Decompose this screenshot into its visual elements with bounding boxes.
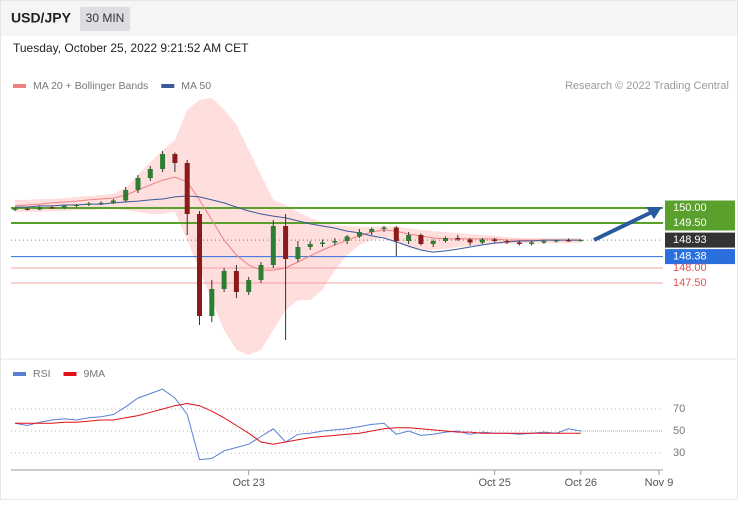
price-level-label: 149.50	[673, 217, 707, 229]
rsi-tick-label: 30	[673, 447, 685, 459]
price-level-box	[665, 200, 735, 216]
candle-body	[221, 271, 227, 289]
legend-label: MA 20 + Bollinger Bands	[33, 80, 148, 92]
source: Research © 2022 Trading Central	[565, 80, 729, 92]
candle-body	[566, 240, 571, 242]
candle-body	[529, 242, 535, 244]
candle-body	[320, 242, 325, 244]
candle-body	[406, 235, 412, 241]
candle-body	[430, 241, 436, 244]
candle-body	[541, 241, 547, 243]
candle-body	[233, 271, 239, 292]
candle-body	[578, 240, 584, 242]
candle-body	[504, 241, 510, 243]
subtitle: Tuesday, October 25, 2022 9:21:52 AM CET	[13, 41, 249, 55]
candle-body	[172, 154, 178, 163]
rsi-line	[14, 388, 581, 461]
candle-body	[49, 207, 55, 209]
candle-body	[283, 226, 289, 259]
rsi-line	[15, 402, 581, 445]
candle-body	[418, 235, 424, 244]
rsi-tick-label: 50	[673, 425, 685, 437]
candle-body	[270, 226, 276, 265]
candle-body	[98, 202, 104, 204]
legend-swatch	[13, 84, 26, 88]
rsi-tick-label: 70	[673, 403, 685, 415]
candle-body	[369, 229, 375, 232]
forecast-arrow	[593, 210, 653, 242]
candle-body	[455, 238, 461, 240]
forecast-arrowhead	[646, 207, 662, 219]
x-tick-label: Oct 25	[478, 477, 510, 489]
candle-body	[553, 240, 559, 242]
candle-body	[246, 280, 252, 292]
candle-body	[209, 289, 215, 316]
price-level-label: 148.00	[673, 262, 707, 274]
candle-body	[184, 163, 190, 214]
candle-body	[516, 242, 522, 244]
candle-body	[197, 214, 202, 316]
x-tick-label: Nov 9	[645, 477, 674, 489]
candle-body	[12, 208, 18, 210]
candle-body	[37, 207, 43, 210]
candle-body	[393, 227, 399, 241]
legend-label: MA 50	[181, 80, 211, 92]
candle-body	[479, 239, 485, 243]
candle-body	[443, 238, 448, 241]
candle-body	[110, 200, 116, 203]
candle-body	[381, 227, 387, 229]
bollinger-band	[15, 97, 581, 356]
candle-body	[160, 154, 166, 169]
legend-label: RSI	[33, 368, 51, 380]
candle-body	[123, 190, 129, 201]
candle-body	[307, 244, 313, 247]
legend-label: 9MA	[84, 368, 106, 380]
candle-body	[86, 203, 92, 205]
legend-swatch	[63, 372, 77, 376]
chart-title: USD/JPY	[11, 10, 72, 26]
price-level-box	[665, 215, 735, 231]
price-level-label: 147.50	[673, 277, 707, 289]
timeframe-badge	[80, 7, 130, 31]
candle-body	[24, 208, 30, 210]
price-level-box	[665, 249, 735, 265]
candle-body	[147, 169, 153, 178]
ma-line	[15, 195, 581, 253]
candle-body	[74, 205, 79, 206]
timeframe: 30 MIN	[86, 11, 125, 25]
price-level-label: 150.00	[673, 202, 707, 214]
candle-body	[332, 241, 338, 243]
price-level-label: 148.93	[673, 234, 707, 246]
candle-body	[258, 265, 264, 280]
candle-body	[492, 239, 498, 241]
candle-body	[344, 236, 350, 241]
candle-body	[295, 247, 301, 259]
price-level-box	[665, 232, 735, 248]
candle-body	[135, 178, 141, 190]
x-tick-label: Oct 23	[232, 477, 264, 489]
price-level-label: 148.38	[673, 251, 707, 263]
candle-body	[61, 205, 67, 208]
candle-body	[356, 232, 362, 237]
x-tick-label: Oct 26	[565, 477, 597, 489]
legend-swatch	[161, 84, 175, 88]
candle-body	[467, 239, 473, 243]
legend-swatch	[13, 372, 26, 376]
